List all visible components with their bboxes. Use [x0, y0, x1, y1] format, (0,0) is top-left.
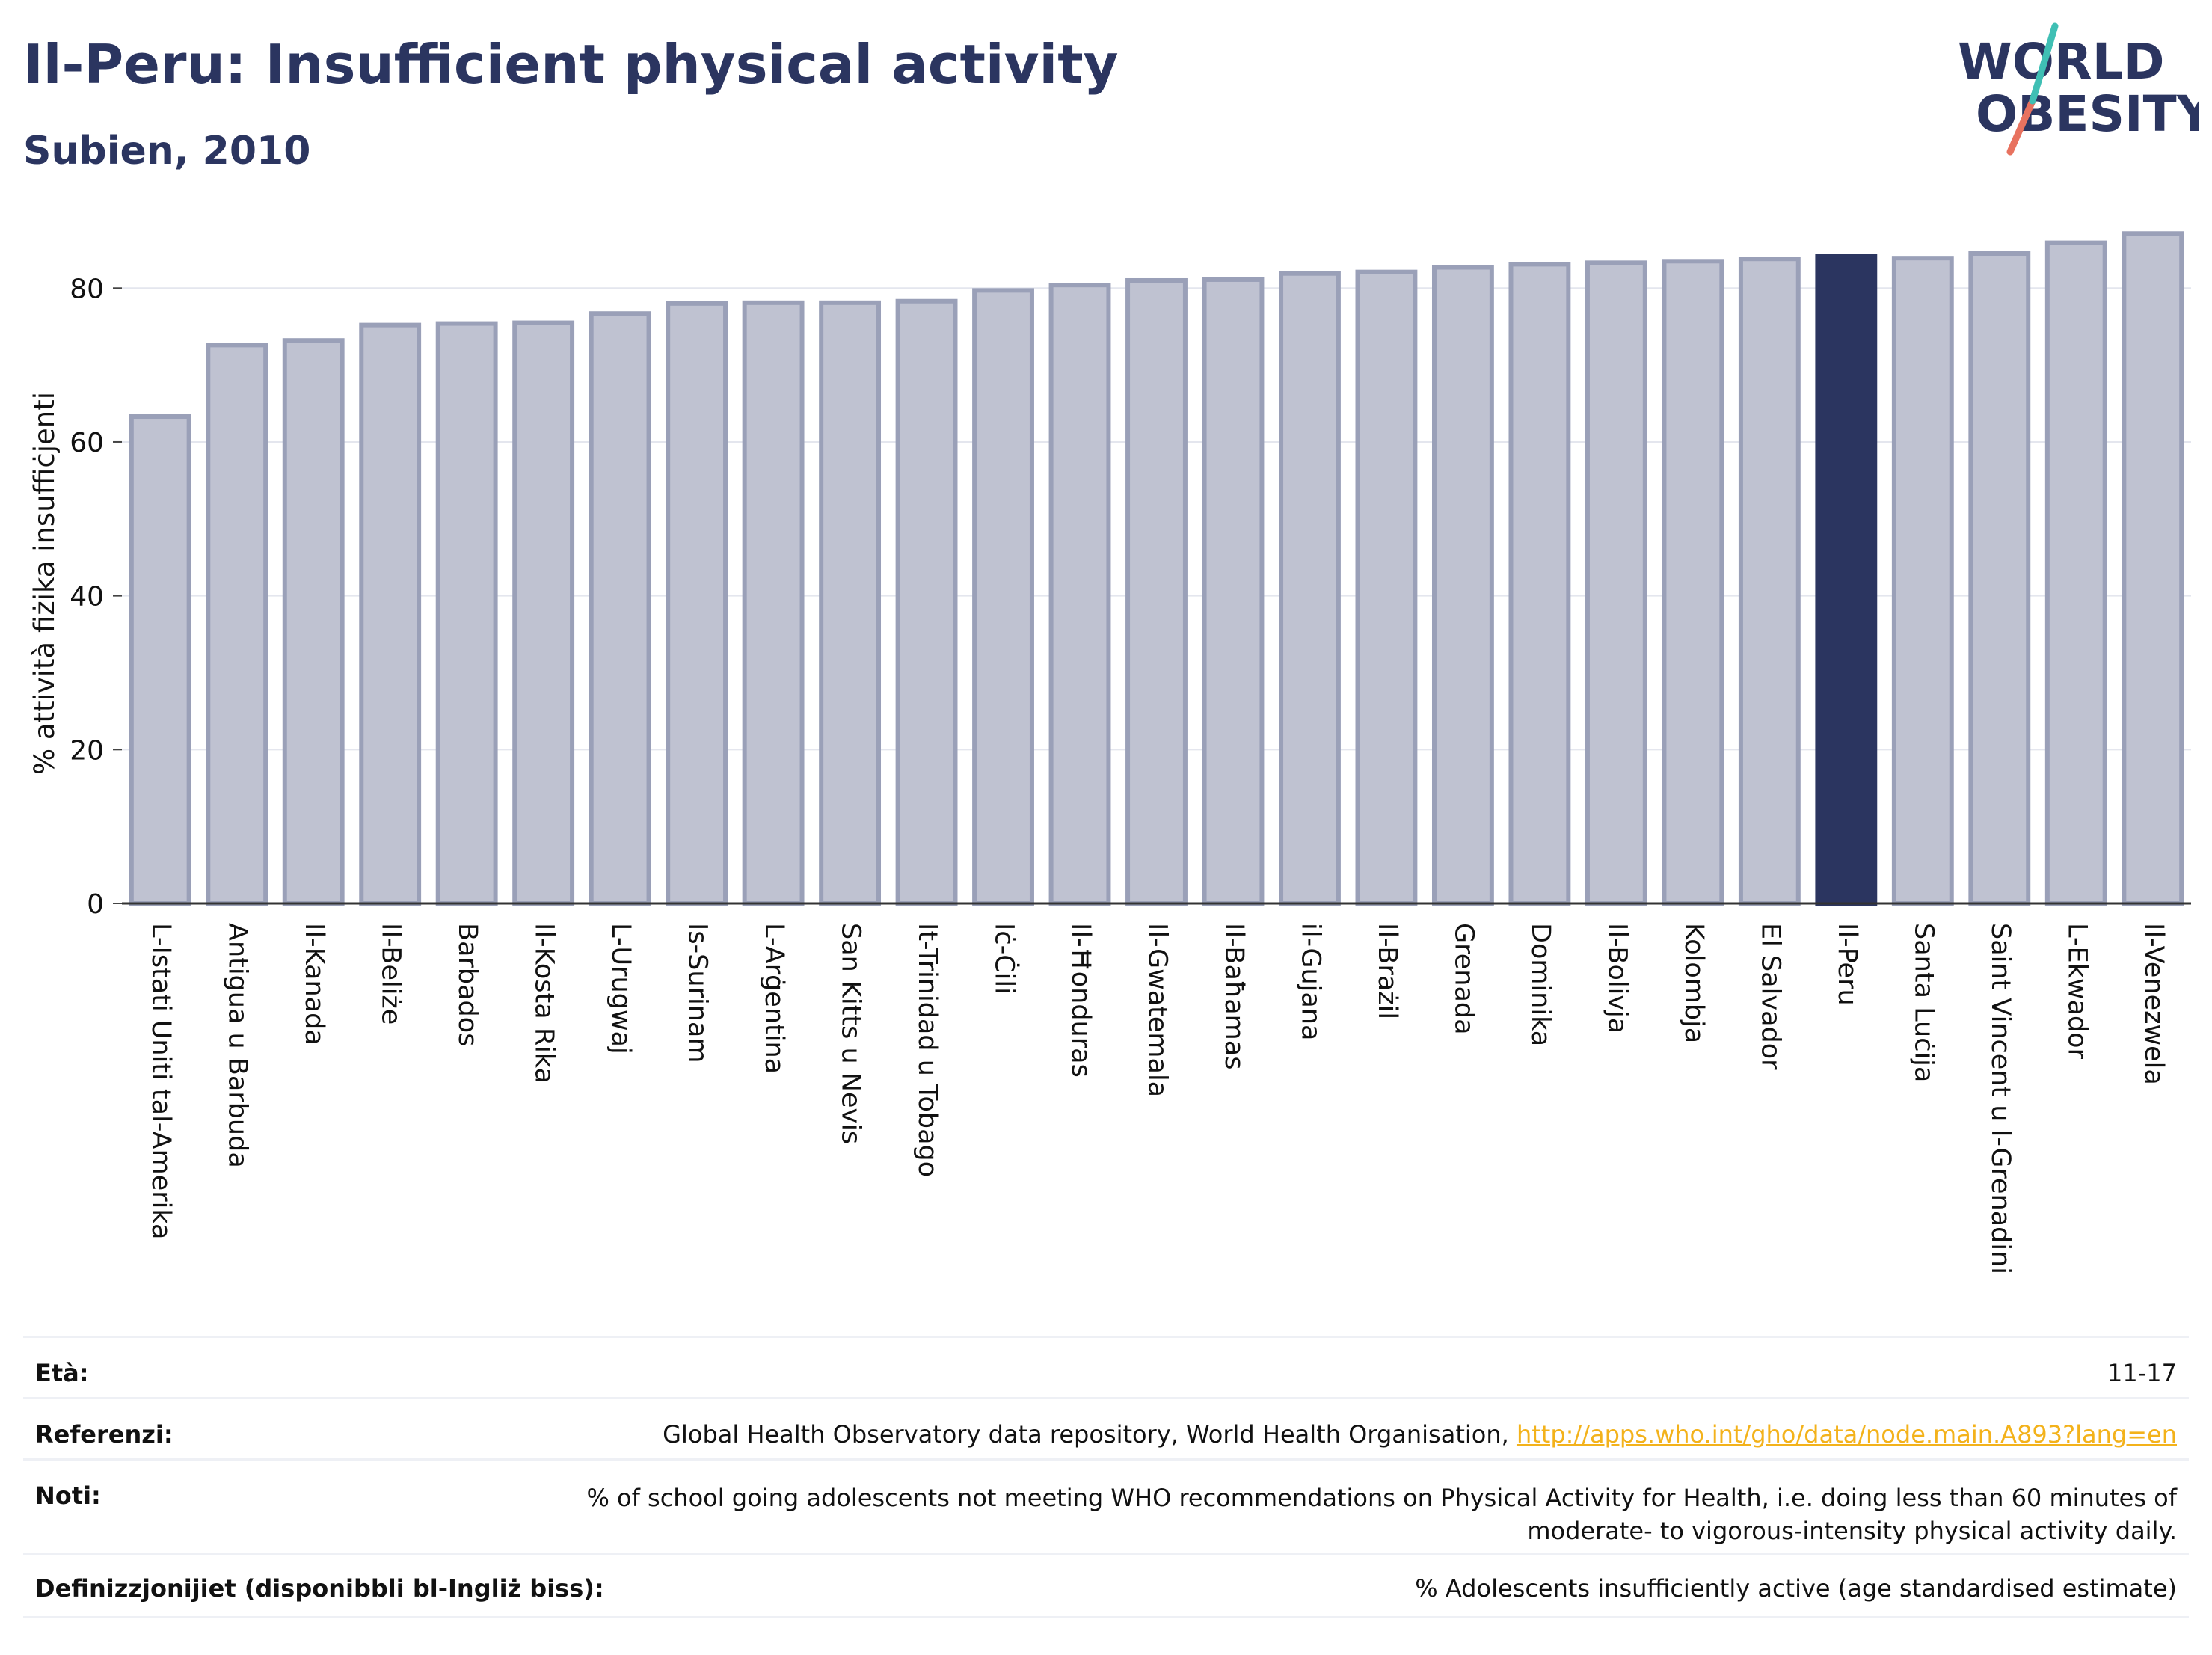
x-tick-label: Is-Surinam	[683, 923, 713, 1063]
bar-19[interactable]	[1585, 260, 1647, 906]
page-subtitle: Subien, 2010	[23, 129, 311, 174]
y-tick-label: 80	[70, 274, 104, 304]
notes-label: Noti:	[35, 1481, 101, 1510]
x-tick-label: Iċ-Ċili	[989, 923, 1021, 995]
x-tick-label: L-Ekwador	[2062, 923, 2092, 1060]
y-tick-label: 40	[70, 582, 104, 612]
bar-11[interactable]	[972, 288, 1034, 906]
bars	[129, 231, 2184, 906]
x-tick-label: Il-Peru	[1832, 923, 1862, 1006]
x-tick-label: Dominika	[1526, 923, 1555, 1046]
bar-0[interactable]	[129, 414, 191, 906]
x-tick-label: Il-Kosta Rika	[529, 923, 559, 1084]
logo-line2: OBESITY	[1976, 85, 2199, 143]
world-obesity-logo: WORLD OBESITY	[1958, 22, 2199, 156]
logo-line1: WORLD	[1958, 33, 2165, 90]
bar-8[interactable]	[742, 300, 805, 906]
y-tick-label: 0	[87, 889, 104, 920]
axes: 0 20 40 60 80 L-Istati Uniti tal-Amerika Antig…	[70, 274, 2191, 1274]
bar-26[interactable]	[2122, 231, 2184, 906]
logo-slash-teal	[2029, 22, 2059, 105]
bar-1[interactable]	[206, 343, 268, 906]
age-value: 11-17	[2107, 1359, 2177, 1387]
age-label: Età:	[35, 1359, 89, 1387]
x-tick-label: Antigua u Barbuda	[223, 923, 253, 1168]
x-tick-label: L-Arġentina	[759, 923, 789, 1074]
bar-18[interactable]	[1508, 262, 1571, 906]
bar-21[interactable]	[1738, 257, 1801, 906]
x-tick-label: Il-Baħamas	[1219, 923, 1249, 1069]
bar-7[interactable]	[666, 301, 728, 906]
bar-13[interactable]	[1125, 277, 1188, 906]
x-tick-label: L-Urugwaj	[606, 923, 636, 1054]
x-tick-label: il-Gujana	[1295, 923, 1325, 1040]
y-axis-label: % attività fiżika insuffiċjenti	[28, 392, 61, 775]
bar-14[interactable]	[1202, 277, 1265, 906]
bar-17[interactable]	[1431, 265, 1494, 906]
x-tick-label: Saint Vincent u l-Grenadini	[1985, 923, 2015, 1274]
bar-3[interactable]	[359, 322, 422, 906]
bar-4[interactable]	[435, 321, 498, 906]
x-tick-label: Il-Venezwela	[2139, 923, 2169, 1085]
bar-20[interactable]	[1662, 259, 1724, 906]
bar-6[interactable]	[589, 311, 651, 906]
x-tick-label: Il-Kanada	[299, 923, 329, 1045]
x-tick-label: San Kitts u Nevis	[836, 923, 866, 1144]
y-tick-label: 60	[70, 428, 104, 458]
bar-chart: 0 20 40 60 80 L-Istati Uniti tal-Amerika Antig…	[28, 231, 2191, 1274]
x-tick-label: Il-Gwatemala	[1143, 923, 1173, 1097]
notes-value: % of school going adolescents not meetin…	[586, 1481, 2177, 1547]
references-label: Referenzi:	[35, 1420, 173, 1449]
logo-slash-red	[2006, 97, 2036, 156]
x-tick-label: Il-Brażil	[1372, 923, 1402, 1019]
notes-line1: % of school going adolescents not meetin…	[586, 1484, 2177, 1512]
bar-10[interactable]	[895, 298, 958, 906]
references-text: Global Health Observatory data repositor…	[663, 1420, 1517, 1449]
x-tick-label: Il-Beliże	[376, 923, 406, 1025]
page-title: Il-Peru: Insufficient physical activity	[23, 33, 1119, 96]
bar-24[interactable]	[1968, 251, 2031, 906]
bar-5[interactable]	[512, 320, 575, 906]
bar-16[interactable]	[1355, 269, 1418, 906]
info-table: Età: 11-17 Referenzi: Global Health Obse…	[23, 1336, 2189, 1620]
x-tick-label: Grenada	[1448, 923, 1478, 1035]
x-tick-label: It-Trinidad u Tobago	[912, 923, 942, 1177]
info-row-definitions: Definizzjonijiet (disponibbli bl-Ingliż …	[23, 1553, 2189, 1618]
info-row-age: Età: 11-17	[23, 1336, 2189, 1399]
definitions-label: Definizzjonijiet (disponibbli bl-Ingliż …	[35, 1574, 604, 1603]
bar-22[interactable]	[1815, 254, 1878, 906]
info-row-notes: Noti: % of school going adolescents not …	[23, 1458, 2189, 1555]
x-tick-label: Il-Ħonduras	[1066, 923, 1096, 1078]
bar-23[interactable]	[1891, 256, 1954, 906]
x-tick-label: L-Istati Uniti tal-Amerika	[146, 923, 176, 1239]
bar-9[interactable]	[819, 300, 882, 906]
bar-25[interactable]	[2044, 240, 2107, 906]
references-value: Global Health Observatory data repositor…	[663, 1420, 2177, 1449]
definitions-value: % Adolescents insufficiently active (age…	[1415, 1574, 2177, 1603]
bar-12[interactable]	[1048, 283, 1111, 906]
info-row-references: Referenzi: Global Health Observatory dat…	[23, 1397, 2189, 1461]
notes-line2: moderate- to vigorous-intensity physical…	[1527, 1517, 2177, 1545]
references-link[interactable]: http://apps.who.int/gho/data/node.main.A…	[1516, 1420, 2177, 1449]
x-tick-label: Il-Bolivja	[1602, 923, 1632, 1034]
x-tick-label: Barbados	[452, 923, 482, 1046]
bar-15[interactable]	[1279, 271, 1341, 906]
x-tick-label: Santa Luċija	[1908, 923, 1938, 1082]
x-tick-label: El Salvador	[1755, 923, 1785, 1070]
bar-2[interactable]	[282, 338, 345, 906]
x-tick-label: Kolombja	[1679, 923, 1709, 1043]
y-tick-label: 20	[70, 735, 104, 766]
